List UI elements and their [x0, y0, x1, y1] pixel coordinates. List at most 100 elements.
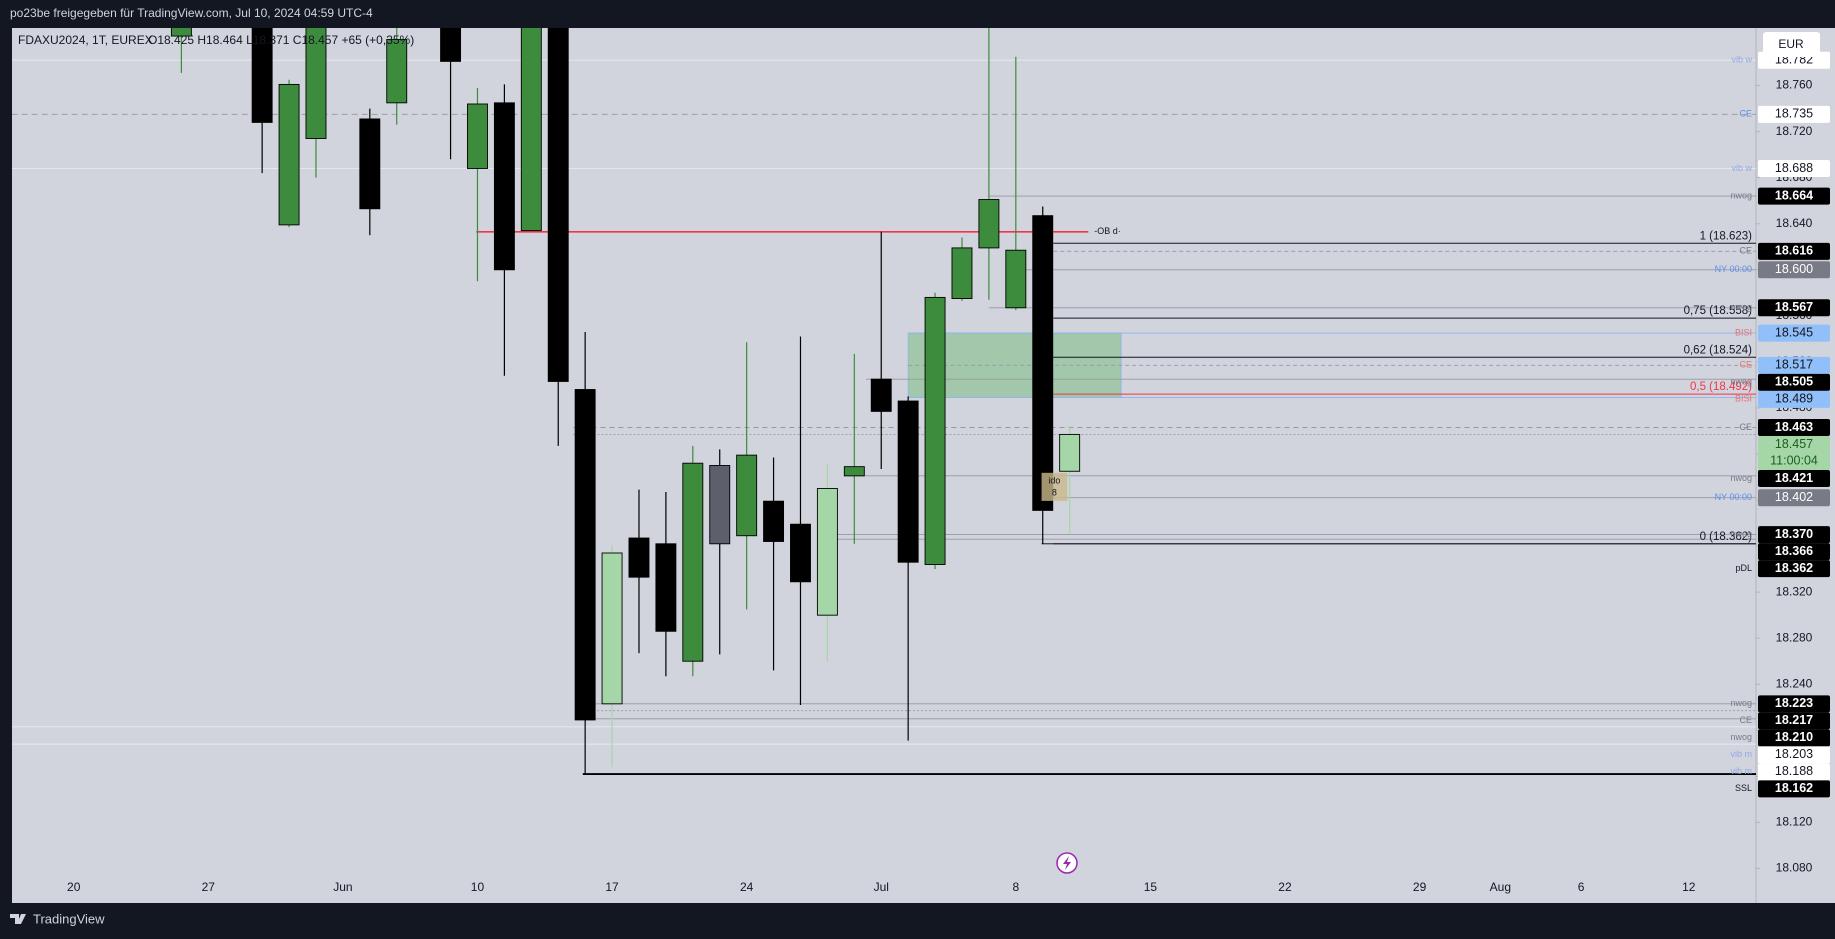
candle-body — [574, 389, 596, 721]
price-box — [1758, 489, 1830, 507]
price-box — [1758, 105, 1830, 123]
candle-body — [897, 400, 919, 563]
annotation: 8 — [1052, 487, 1057, 497]
price-label: 18.735 — [1775, 107, 1813, 121]
candle-body — [493, 102, 515, 271]
y-tick-label: 18.320 — [1776, 584, 1813, 598]
symbol: FDAXU2024, 1T, EUREX — [18, 33, 153, 47]
price-label: 18.188 — [1775, 764, 1813, 778]
candle-body — [790, 523, 811, 583]
level-tag: nwog — [1730, 302, 1752, 312]
level-tag: CE — [1739, 422, 1752, 432]
candle-body — [763, 500, 785, 542]
price-box — [1758, 159, 1830, 177]
price-box — [1758, 373, 1830, 391]
price-box — [1758, 780, 1830, 798]
currency-button[interactable] — [1763, 32, 1820, 57]
fib-label: 0,62 (18.524) — [1684, 344, 1753, 356]
price-label: 18.505 — [1775, 375, 1813, 389]
candle-body — [628, 537, 650, 578]
level-tag: NY 00:00 — [1715, 264, 1752, 274]
candle-body — [386, 39, 408, 104]
price-label: 18.489 — [1775, 392, 1813, 406]
currency: EUR — [1778, 37, 1804, 51]
level-tag: pDL — [1735, 563, 1752, 573]
level-tag: CE — [1739, 109, 1752, 119]
candle-body — [467, 103, 488, 169]
candle-body — [924, 296, 946, 565]
price-label: 18.567 — [1775, 300, 1813, 314]
lightning-icon[interactable] — [1056, 852, 1078, 874]
x-tick-label: 22 — [1278, 880, 1292, 894]
fib-label: 0 (18.362) — [1700, 531, 1753, 543]
price-box — [1758, 436, 1830, 471]
price-box — [1758, 356, 1830, 374]
x-tick-label: 6 — [1578, 880, 1585, 894]
price-label: 18.162 — [1775, 781, 1813, 795]
candle-body — [547, 28, 569, 382]
countdown: 11:00:04 — [1770, 453, 1818, 467]
fib-label: 0,5 (18.492) — [1690, 381, 1752, 393]
candle-body — [601, 552, 623, 705]
price-label: 18.421 — [1775, 471, 1813, 485]
price-label: 18.223 — [1775, 696, 1813, 710]
annotation: ido — [1048, 475, 1060, 485]
fib-label: 0,75 (18.558) — [1684, 305, 1753, 317]
level-tag: CE — [1739, 715, 1752, 725]
x-tick-label: 27 — [202, 880, 216, 894]
price-box — [1758, 560, 1830, 578]
candle-body — [816, 488, 838, 616]
candle-body — [951, 247, 973, 300]
price-label: 18.210 — [1775, 730, 1813, 744]
price-label: 18.370 — [1775, 527, 1813, 541]
candle-body — [655, 543, 677, 632]
price-box — [1758, 261, 1830, 279]
level-tag: NY 00:00 — [1715, 492, 1752, 502]
y-tick-label: 18.280 — [1776, 630, 1813, 644]
price-label: 18.688 — [1775, 161, 1813, 175]
candle-body — [1032, 215, 1054, 511]
x-tick-label: 8 — [1012, 880, 1019, 894]
price-label: 18.362 — [1775, 561, 1813, 575]
level-tag: BISI — [1735, 394, 1752, 404]
candle-body — [278, 83, 300, 226]
price-label: 18.457 — [1775, 437, 1813, 451]
level-tag: nwog — [1730, 377, 1752, 387]
candle-body — [978, 199, 1000, 249]
candle-body — [843, 466, 865, 477]
price-label: 18.517 — [1775, 358, 1813, 372]
price-box — [1758, 470, 1830, 488]
x-tick-label: 15 — [1144, 880, 1158, 894]
price-box — [1758, 695, 1830, 713]
y-tick-label: 18.240 — [1776, 676, 1813, 690]
price-label: 18.217 — [1775, 713, 1813, 727]
candle-body — [736, 454, 758, 537]
annotation-box — [1041, 472, 1068, 501]
price-box — [1758, 242, 1830, 260]
y-tick-label: 18.120 — [1776, 815, 1813, 829]
level-tag: vib w — [1731, 55, 1752, 65]
level-tag: nwog — [1730, 732, 1752, 742]
price-label: 18.203 — [1775, 747, 1813, 761]
ohlc-legend: O18.425 H18.464 L18.371 C18.457 +65 (+0,… — [148, 33, 414, 47]
price-box — [1758, 543, 1830, 561]
candle-body — [870, 378, 892, 412]
x-tick-label: Jul — [874, 880, 889, 894]
candle-body — [709, 465, 731, 545]
footer-brand: TradingView — [33, 911, 105, 926]
x-tick-label: 20 — [67, 880, 81, 894]
price-box — [1758, 390, 1830, 408]
candle-body — [1059, 433, 1081, 472]
x-tick-label: 17 — [605, 880, 619, 894]
level-tag: vib w — [1731, 163, 1752, 173]
footer-logo — [10, 914, 26, 924]
price-box — [1758, 299, 1830, 317]
fib-label: 1 (18.623) — [1700, 230, 1753, 242]
price-label: 18.600 — [1775, 262, 1813, 276]
top-bar: po23be freigegeben für TradingView.com, … — [10, 6, 373, 20]
level-tag: CE — [1739, 246, 1752, 256]
price-label: 18.545 — [1775, 325, 1813, 339]
level-tag: vib m — [1730, 749, 1752, 759]
candle-body — [305, 28, 327, 139]
